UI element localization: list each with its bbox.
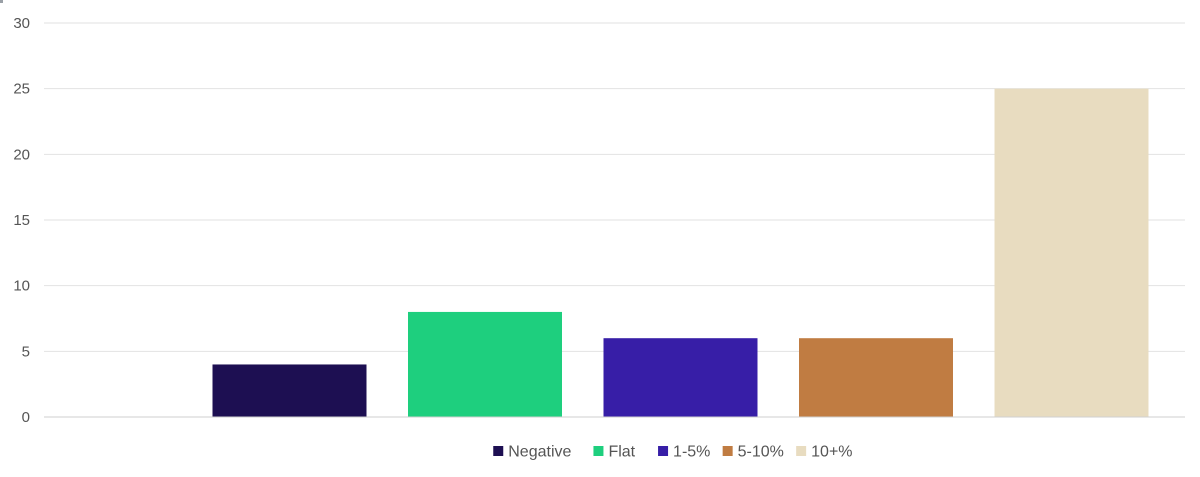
- y-tick-label: 30: [13, 15, 30, 32]
- legend-label: Flat: [608, 444, 635, 461]
- bar-10: [994, 88, 1149, 418]
- legend-item[interactable]: Flat: [593, 444, 636, 461]
- y-tick-label: 0: [22, 409, 30, 426]
- legend-label: Negative: [508, 444, 571, 461]
- legend-item[interactable]: Negative: [493, 444, 572, 461]
- bar-flat: [408, 311, 562, 417]
- legend-item[interactable]: 10+%: [796, 444, 853, 461]
- y-tick-label: 5: [22, 343, 30, 360]
- legend-swatch: [796, 446, 807, 456]
- y-tick-label: 25: [13, 81, 30, 98]
- legend[interactable]: Negative Flat 1-5% 5-10% 10+%: [493, 444, 853, 461]
- legend-label: 5-10%: [738, 444, 784, 461]
- y-tick-label: 15: [13, 212, 30, 229]
- legend-swatch: [722, 446, 733, 456]
- legend-swatch: [593, 446, 604, 456]
- legend-swatch: [493, 446, 504, 456]
- y-tick-label: 10: [13, 278, 30, 295]
- legend-item[interactable]: 5-10%: [722, 444, 784, 461]
- y-tick-label: 20: [13, 146, 30, 163]
- legend-item[interactable]: 1-5%: [658, 444, 710, 461]
- y-axis-ticks: 0 5 10 15 20 25 30: [13, 15, 30, 426]
- legend-swatch: [658, 446, 669, 456]
- bar-negative: [212, 364, 367, 417]
- bar-1-5: [603, 338, 758, 417]
- bars: [212, 88, 1149, 418]
- corner-marker: [0, 0, 3, 3]
- legend-label: 1-5%: [673, 444, 710, 461]
- legend-label: 10+%: [811, 444, 852, 461]
- bar-5-10: [799, 338, 953, 417]
